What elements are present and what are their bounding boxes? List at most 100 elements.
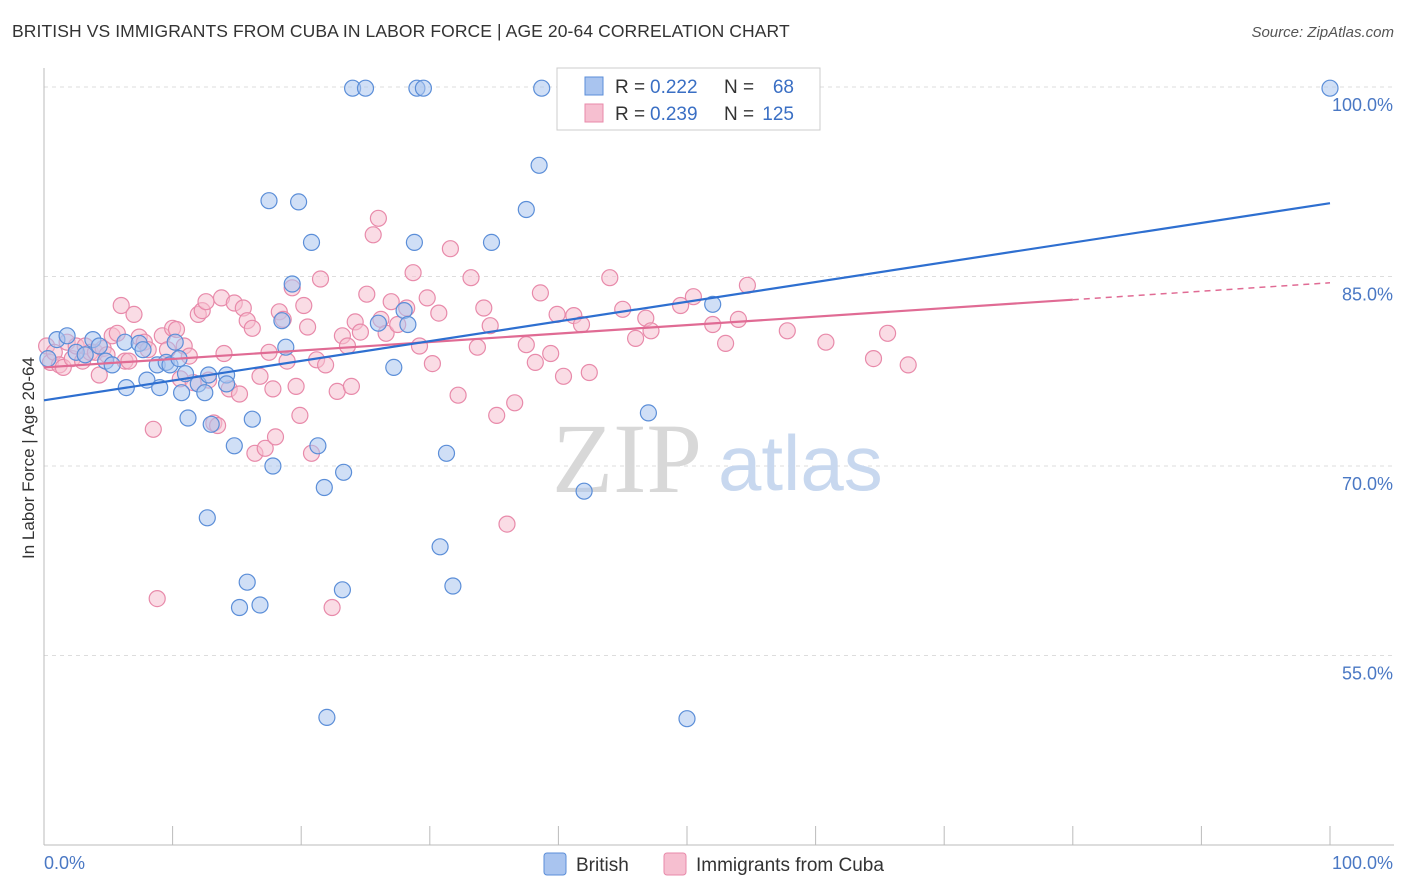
cuba-point bbox=[291, 406, 309, 424]
cuba-trend-line bbox=[43, 298, 1073, 369]
british-point bbox=[517, 200, 535, 219]
cuba-point bbox=[112, 296, 130, 315]
cuba-point bbox=[506, 394, 524, 412]
cuba-point bbox=[328, 382, 346, 400]
cuba-point bbox=[266, 428, 285, 446]
cuba-point bbox=[462, 269, 480, 287]
cuba-point bbox=[517, 336, 535, 354]
watermark: ZIP atlas bbox=[552, 403, 883, 514]
cuba-point bbox=[878, 324, 897, 342]
british-point bbox=[369, 314, 387, 332]
y-tick-label: 70.0% bbox=[1342, 474, 1393, 494]
british-point bbox=[273, 312, 291, 330]
british-point bbox=[218, 375, 236, 393]
bottom-legend-cuba: Immigrants from Cuba bbox=[696, 855, 884, 876]
cuba-point bbox=[626, 329, 645, 347]
cuba-point bbox=[899, 356, 917, 374]
cuba-point bbox=[778, 322, 796, 340]
cuba-point bbox=[323, 598, 341, 617]
british-point bbox=[333, 581, 351, 599]
cuba-point bbox=[498, 515, 516, 533]
british-point bbox=[134, 341, 152, 359]
british-point bbox=[335, 463, 353, 481]
british-point bbox=[116, 333, 134, 351]
british-point bbox=[1321, 79, 1339, 97]
british-trend-line bbox=[43, 202, 1331, 402]
cuba-point bbox=[642, 322, 660, 340]
legend-cuba-n-value: 125 bbox=[762, 104, 794, 125]
cuba-point bbox=[256, 439, 274, 457]
british-point bbox=[437, 444, 456, 462]
british-point bbox=[356, 79, 375, 97]
cuba-point bbox=[299, 318, 317, 336]
cuba-point bbox=[317, 356, 335, 374]
british-point bbox=[230, 598, 249, 617]
british-point bbox=[264, 457, 282, 475]
british-point bbox=[482, 233, 501, 251]
cuba-point bbox=[554, 367, 573, 385]
chart-title: BRITISH VS IMMIGRANTS FROM CUBA IN LABOR… bbox=[12, 21, 790, 41]
british-point bbox=[414, 79, 432, 97]
british-point bbox=[196, 384, 214, 402]
british-point bbox=[309, 437, 327, 455]
cuba-point bbox=[542, 344, 560, 363]
british-point bbox=[385, 358, 403, 376]
british-point bbox=[533, 79, 551, 97]
legend-british-n-value: 68 bbox=[773, 77, 794, 98]
cuba-point bbox=[423, 355, 441, 373]
british-point bbox=[290, 193, 308, 211]
british-point bbox=[678, 710, 696, 728]
british-point bbox=[103, 356, 121, 374]
cuba-point bbox=[601, 269, 619, 287]
british-point bbox=[260, 192, 278, 210]
chart-source: Source: ZipAtlas.com bbox=[1251, 24, 1394, 41]
british-point bbox=[76, 346, 94, 364]
cuba-point bbox=[404, 264, 422, 282]
cuba-point bbox=[475, 299, 493, 317]
legend-cuba-r-value: 0.239 bbox=[650, 104, 698, 125]
cuba-trend-line-extension bbox=[1072, 282, 1331, 301]
british-point bbox=[405, 233, 423, 251]
british-point bbox=[243, 410, 261, 428]
bottom-legend-british: British bbox=[576, 855, 629, 876]
british-point bbox=[173, 384, 191, 402]
british-point bbox=[202, 415, 220, 433]
cuba-point bbox=[215, 344, 233, 363]
legend-british-r-value: 0.222 bbox=[650, 77, 698, 98]
cuba-point bbox=[358, 285, 376, 303]
cuba-point bbox=[144, 420, 162, 438]
british-point bbox=[238, 573, 256, 591]
cuba-point bbox=[311, 270, 330, 288]
cuba-point bbox=[243, 319, 261, 337]
british-point bbox=[179, 409, 197, 427]
british-point bbox=[302, 233, 321, 251]
cuba-point bbox=[90, 366, 108, 384]
british-point bbox=[399, 315, 417, 334]
y-tick-label: 55.0% bbox=[1342, 663, 1393, 683]
british-point bbox=[283, 275, 301, 293]
cuba-point bbox=[531, 284, 550, 302]
y-tick-label: 100.0% bbox=[1332, 95, 1393, 115]
cuba-point bbox=[716, 334, 735, 352]
cuba-point bbox=[729, 310, 748, 328]
x-tick-label-max: 100.0% bbox=[1332, 853, 1393, 873]
british-point bbox=[431, 538, 449, 556]
bottom-legend-swatch-british bbox=[543, 852, 567, 876]
watermark-zip: ZIP bbox=[552, 403, 702, 514]
british-point bbox=[166, 333, 184, 351]
cuba-point bbox=[864, 350, 883, 368]
cuba-point bbox=[369, 209, 387, 227]
cuba-point bbox=[418, 289, 436, 307]
cuba-point bbox=[614, 300, 632, 318]
x-tick-label-min: 0.0% bbox=[44, 853, 85, 873]
british-point bbox=[318, 708, 336, 727]
legend-cuba-n-label: N = bbox=[724, 104, 754, 125]
cuba-point bbox=[526, 353, 544, 371]
legend-top: R = 0.222 N = 68 R = 0.239 N = 125 bbox=[556, 67, 821, 131]
british-point bbox=[530, 156, 548, 174]
british-point bbox=[251, 596, 269, 614]
british-point bbox=[575, 482, 593, 500]
x-ticks bbox=[43, 826, 1331, 845]
y-tick-label: 85.0% bbox=[1342, 284, 1393, 304]
